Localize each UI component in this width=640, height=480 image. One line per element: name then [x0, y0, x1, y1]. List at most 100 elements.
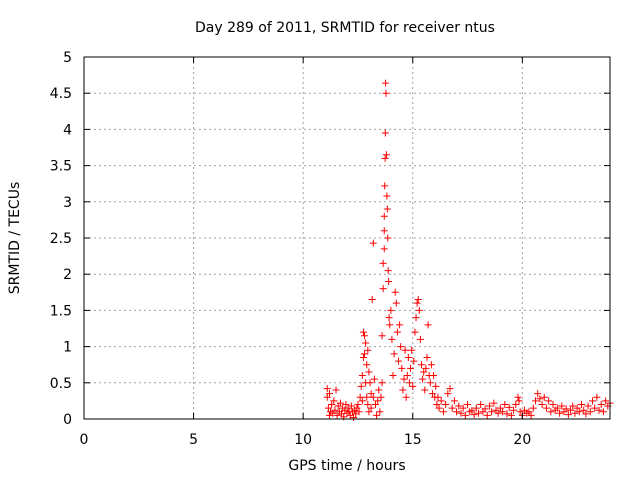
data-point	[388, 335, 396, 343]
data-point	[597, 401, 605, 409]
data-point	[439, 408, 447, 416]
data-point	[328, 401, 336, 409]
data-point	[408, 346, 416, 354]
data-point	[472, 404, 480, 412]
data-point	[367, 404, 375, 412]
data-point	[510, 406, 518, 414]
data-point	[403, 372, 411, 380]
data-point	[424, 321, 432, 329]
data-point	[375, 386, 383, 394]
data-point	[361, 332, 369, 340]
data-point	[361, 350, 369, 358]
data-point	[420, 368, 428, 376]
data-point	[567, 406, 575, 414]
data-point	[483, 411, 491, 419]
data-point	[558, 402, 566, 410]
data-point	[400, 375, 408, 383]
data-point	[461, 411, 469, 419]
data-point	[599, 408, 607, 416]
data-point	[324, 404, 332, 412]
data-point	[515, 397, 523, 405]
data-point	[355, 408, 363, 416]
y-axis-label: SRMTID / TECUs	[7, 182, 23, 295]
data-point	[507, 411, 515, 419]
chart-title: Day 289 of 2011, SRMTID for receiver ntu…	[195, 20, 495, 36]
data-point	[499, 408, 507, 416]
data-point	[423, 353, 431, 361]
data-point	[381, 129, 389, 137]
data-point	[549, 401, 557, 409]
data-point	[357, 382, 365, 390]
data-point	[588, 397, 596, 405]
data-point	[379, 285, 387, 293]
data-point	[531, 397, 539, 405]
data-point	[457, 409, 465, 417]
data-point	[434, 393, 442, 401]
data-point	[333, 411, 341, 419]
data-point	[410, 357, 418, 365]
y-tick-label: 5	[63, 50, 72, 66]
data-point	[323, 385, 331, 393]
data-point	[536, 395, 544, 403]
data-point	[573, 404, 581, 412]
data-point	[371, 401, 379, 409]
x-tick-label: 0	[80, 432, 89, 448]
data-point	[347, 402, 355, 410]
data-point	[586, 408, 594, 416]
data-point	[380, 245, 388, 253]
data-point	[330, 397, 338, 405]
data-point	[591, 404, 599, 412]
x-tick-label: 10	[294, 432, 312, 448]
data-point	[448, 404, 456, 412]
data-point	[358, 372, 366, 380]
data-point	[363, 393, 371, 401]
data-point	[367, 390, 375, 398]
data-point	[442, 401, 450, 409]
y-tick-label: 4.5	[50, 86, 72, 102]
data-point	[399, 386, 407, 394]
data-point	[516, 408, 524, 416]
data-point	[569, 402, 577, 410]
data-point	[501, 401, 509, 409]
data-point	[376, 408, 384, 416]
data-point	[378, 379, 386, 387]
x-tick-label: 20	[513, 432, 531, 448]
data-point	[426, 379, 434, 387]
data-point	[432, 382, 440, 390]
data-point	[362, 339, 370, 347]
data-point	[485, 402, 493, 410]
data-point	[369, 393, 377, 401]
data-point	[389, 372, 397, 380]
data-point	[381, 154, 389, 162]
data-point	[475, 409, 482, 417]
data-point	[390, 350, 398, 358]
y-tick-label: 3.5	[50, 159, 72, 175]
data-point	[397, 343, 405, 351]
data-point	[359, 353, 367, 361]
data-point	[459, 404, 467, 412]
data-point	[387, 306, 395, 314]
data-point	[414, 296, 422, 304]
data-point	[359, 328, 367, 336]
y-tick-label: 3	[63, 195, 72, 211]
data-point	[578, 401, 586, 409]
data-point	[419, 375, 427, 383]
data-point	[602, 397, 610, 405]
data-point	[435, 404, 443, 412]
data-point	[422, 364, 430, 372]
data-point	[393, 328, 401, 336]
y-tick-label: 2.5	[50, 231, 72, 247]
data-point	[503, 410, 511, 418]
data-point	[325, 390, 333, 398]
data-point	[353, 404, 361, 412]
data-point	[365, 368, 373, 376]
data-point	[437, 397, 445, 405]
data-point	[409, 382, 417, 390]
data-point	[368, 296, 376, 304]
data-point	[364, 346, 372, 354]
data-point	[490, 399, 498, 407]
grid-lines	[84, 57, 610, 419]
data-point	[383, 205, 391, 213]
data-point	[384, 234, 392, 242]
